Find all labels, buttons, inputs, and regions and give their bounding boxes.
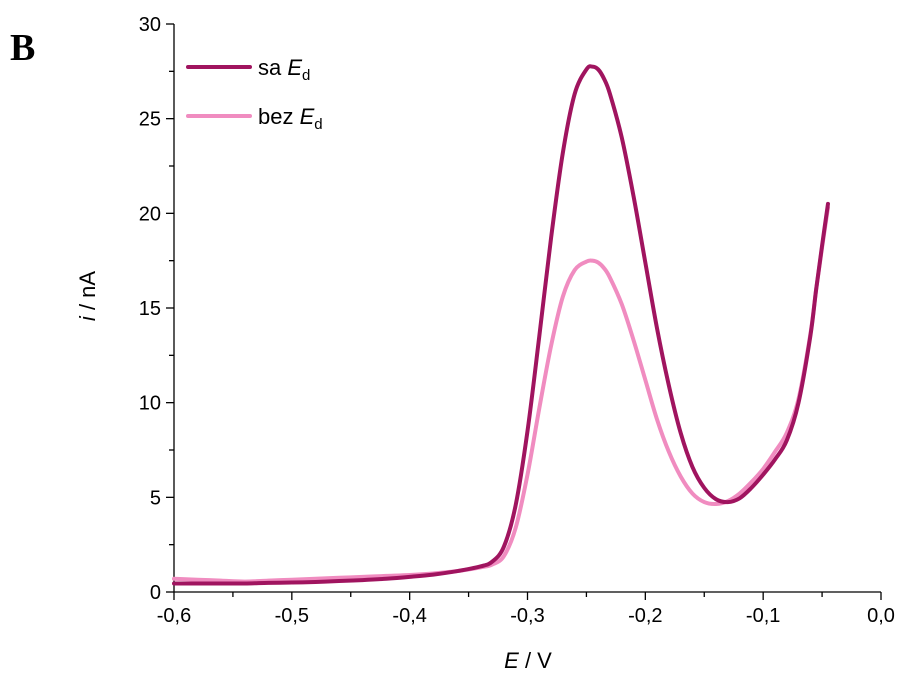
y-tick-label: 20	[139, 203, 161, 225]
y-tick-label: 10	[139, 393, 161, 415]
plot-area: -0,6 -0,5 -0,4 -0,3 -0,2 -0,1 0,0 0 5 10 15 20 25 30	[139, 14, 895, 627]
y-tick-label: 15	[139, 298, 161, 320]
x-tick-label: -0,6	[157, 605, 191, 627]
y-axis-title: i / nA	[75, 271, 100, 321]
x-tick-label: -0,1	[746, 605, 780, 627]
x-tick-label: 0,0	[867, 605, 895, 627]
x-tick-label: -0,2	[628, 605, 662, 627]
y-tick-label: 5	[150, 487, 161, 509]
x-axis-title: E / V	[504, 648, 552, 673]
legend-label-bez: bez Ed	[258, 104, 323, 133]
y-tick-label: 0	[150, 582, 161, 604]
panel-label: B	[10, 27, 35, 69]
y-tick-label: 30	[139, 14, 161, 36]
x-ticks: -0,6 -0,5 -0,4 -0,3 -0,2 -0,1 0,0	[157, 592, 895, 627]
x-tick-label: -0,5	[275, 605, 309, 627]
x-tick-label: -0,4	[392, 605, 426, 627]
series-line-bez	[172, 205, 830, 584]
x-tick-label: -0,3	[510, 605, 544, 627]
legend-label-sa: sa Ed	[258, 55, 310, 84]
series-group	[172, 64, 830, 586]
y-ticks: 0 5 10 15 20 25 30	[139, 14, 174, 604]
legend: sa Ed bez Ed	[186, 55, 323, 133]
y-tick-label: 25	[139, 109, 161, 131]
series-line-sa	[172, 64, 830, 586]
